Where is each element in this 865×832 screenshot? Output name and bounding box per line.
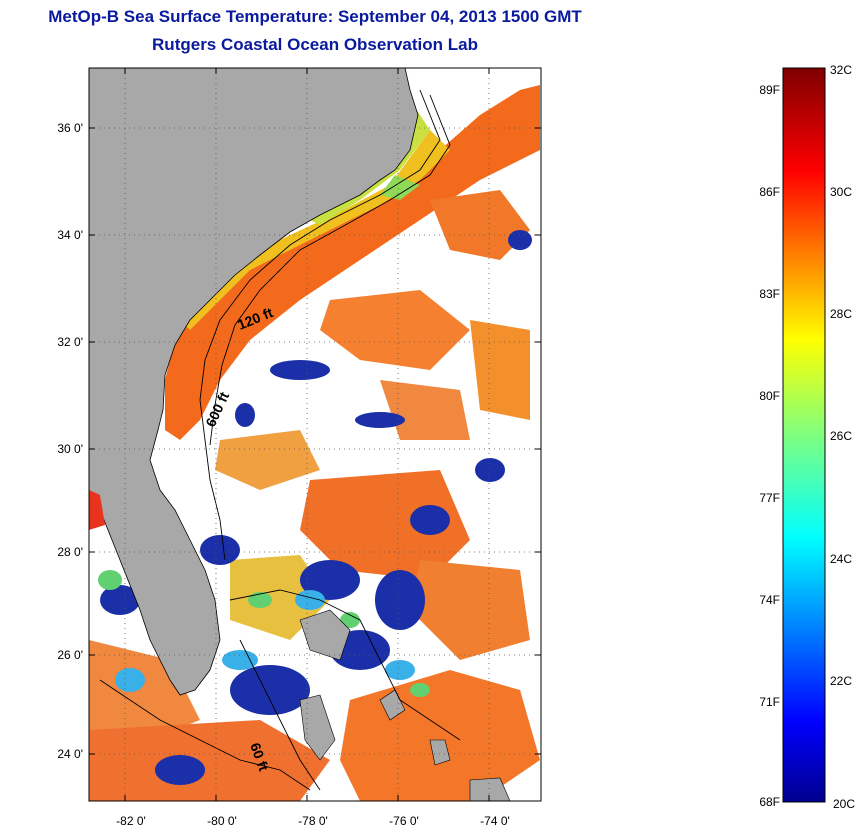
map-title: MetOp-B Sea Surface Temperature: Septemb…	[48, 7, 582, 26]
gulf-warm-patch	[89, 490, 105, 530]
map-frame	[88, 67, 542, 802]
colorbar-gradient	[782, 67, 826, 803]
lon-tick-label: -82 0'	[116, 814, 146, 828]
lat-tick-label: 26 0'	[57, 648, 83, 662]
colorbar-f-label: 68F	[759, 795, 780, 809]
colorbar-c-label: 22C	[830, 674, 852, 688]
lon-tick-marks	[124, 68, 490, 801]
colorbar-c-label: 20C	[833, 797, 855, 811]
warm-patch	[89, 720, 330, 801]
gulf-stream-band	[165, 85, 540, 440]
colorbar-f-label: 89F	[759, 83, 780, 97]
warm-patch	[430, 190, 530, 260]
bathymetry-contours	[99, 89, 461, 791]
colorbar-c-label: 32C	[830, 63, 852, 77]
warm-patch	[300, 470, 470, 580]
colorbar-c-label: 28C	[830, 307, 852, 321]
colorbar-f-label: 80F	[759, 389, 780, 403]
lat-tick-label: 36 0'	[57, 121, 83, 135]
map-subtitle: Rutgers Coastal Ocean Observation Lab	[152, 35, 478, 54]
lon-tick-label: -76 0'	[389, 814, 419, 828]
warm-patch	[410, 560, 530, 660]
lat-tick-label: 34 0'	[57, 228, 83, 242]
colorbar-c-label: 24C	[830, 552, 852, 566]
temperature-colorbar: 89F 86F 83F 80F 77F 74F 71F 68F 32C 30C …	[759, 63, 855, 811]
lat-tick-marks	[89, 127, 541, 755]
lat-tick-label: 32 0'	[57, 335, 83, 349]
lat-tick-label: 30 0'	[57, 442, 83, 456]
colorbar-f-label: 83F	[759, 287, 780, 301]
sst-map: 120 ft 600 ft 60 ft 36 0' 34 0' 32 0' 30…	[57, 67, 542, 828]
lon-tick-label: -74 0'	[480, 814, 510, 828]
coastal-cool-patch	[380, 175, 420, 200]
warm-patch	[470, 320, 530, 420]
green-patches	[98, 570, 430, 697]
colorbar-f-label: 71F	[759, 695, 780, 709]
colorbar-f-label: 74F	[759, 593, 780, 607]
colorbar-f-label: 86F	[759, 185, 780, 199]
land-southeast-us	[89, 68, 419, 696]
colorbar-f-label: 77F	[759, 491, 780, 505]
shelf-warm-water	[180, 130, 450, 330]
colorbar-c-label: 30C	[830, 185, 852, 199]
warm-patch	[320, 290, 470, 370]
lat-tick-label: 28 0'	[57, 545, 83, 559]
lon-tick-label: -80 0'	[207, 814, 237, 828]
warm-patch	[215, 430, 320, 490]
graticule	[89, 68, 541, 801]
lon-tick-label: -78 0'	[298, 814, 328, 828]
warm-patch	[380, 380, 470, 440]
colorbar-c-label: 26C	[830, 429, 852, 443]
lat-tick-label: 24 0'	[57, 747, 83, 761]
